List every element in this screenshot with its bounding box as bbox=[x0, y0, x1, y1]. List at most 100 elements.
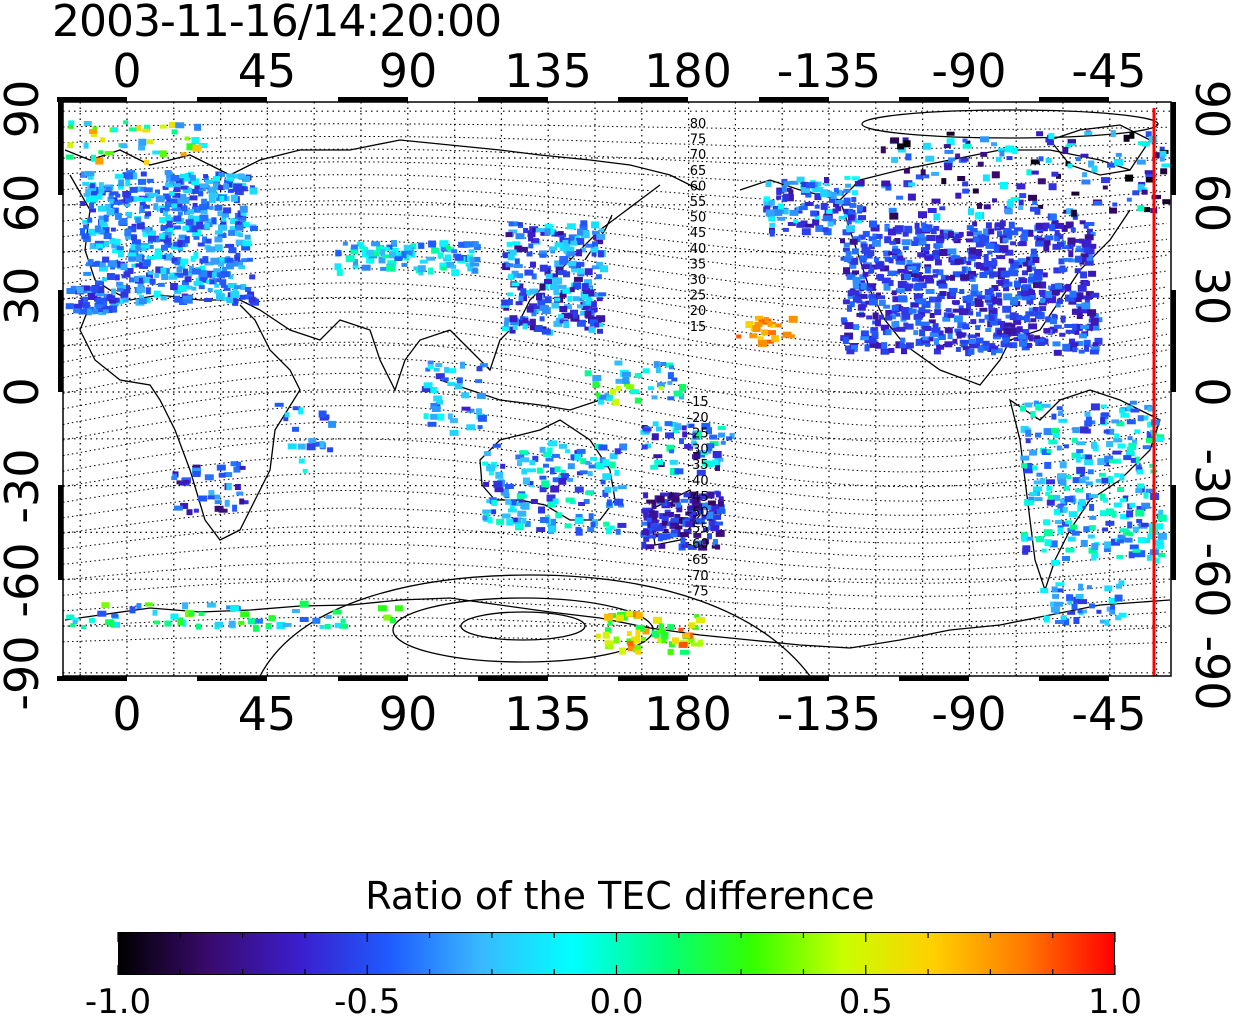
tec-cell bbox=[342, 241, 348, 246]
tec-cell bbox=[859, 255, 868, 261]
tec-cell bbox=[192, 230, 202, 237]
tec-cell bbox=[182, 602, 189, 610]
tec-cell bbox=[166, 175, 172, 182]
world-tec-map: 8075706560555045403530252015-15-20-25-30… bbox=[0, 44, 1239, 741]
tec-cell bbox=[1060, 498, 1066, 504]
tec-cell bbox=[516, 493, 525, 500]
tec-cell bbox=[235, 239, 245, 246]
tec-cell bbox=[1028, 277, 1035, 282]
tec-cell bbox=[906, 259, 913, 266]
tec-cell bbox=[99, 219, 107, 226]
tec-cell bbox=[109, 238, 116, 244]
tec-cell bbox=[801, 181, 809, 188]
tec-cell bbox=[230, 291, 240, 299]
tec-cell bbox=[159, 150, 167, 158]
tec-cell bbox=[138, 178, 146, 185]
tec-cell bbox=[588, 326, 596, 333]
tec-cell bbox=[715, 504, 725, 510]
tec-cell bbox=[1110, 130, 1116, 138]
tec-cell bbox=[1022, 329, 1030, 333]
tec-cell bbox=[1028, 229, 1034, 237]
tec-cell bbox=[302, 468, 308, 473]
coastline bbox=[479, 419, 616, 521]
tec-cell bbox=[1072, 477, 1081, 484]
tec-cell bbox=[120, 263, 128, 271]
tec-cell bbox=[891, 290, 897, 296]
tec-cell bbox=[1003, 293, 1013, 301]
tec-cell bbox=[1070, 227, 1076, 233]
tec-cell bbox=[170, 175, 180, 182]
tec-cell bbox=[185, 285, 193, 290]
tec-cell bbox=[91, 154, 96, 162]
tec-cell bbox=[682, 633, 691, 639]
tec-cell bbox=[875, 262, 885, 270]
tec-cell bbox=[193, 251, 199, 259]
tec-cell bbox=[987, 321, 993, 328]
tec-cell bbox=[969, 341, 975, 349]
tec-cell bbox=[875, 319, 881, 327]
tec-cell bbox=[883, 283, 891, 291]
tec-cell bbox=[864, 344, 870, 352]
tec-cell bbox=[544, 223, 553, 230]
frame-tick-marks bbox=[57, 97, 1176, 681]
tec-cell bbox=[1038, 156, 1044, 162]
tec-cell bbox=[171, 207, 181, 212]
tec-cell bbox=[85, 171, 95, 177]
tec-cell bbox=[991, 171, 1000, 179]
tec-cell bbox=[173, 185, 181, 192]
tec-cell bbox=[482, 509, 492, 514]
tec-cell bbox=[581, 306, 591, 310]
tec-cell bbox=[1118, 580, 1125, 586]
tec-cell bbox=[226, 297, 234, 304]
tec-cell bbox=[1066, 475, 1072, 479]
tec-cell bbox=[106, 295, 116, 301]
tec-cell bbox=[849, 202, 857, 208]
tec-cell bbox=[588, 289, 595, 297]
tec-cell bbox=[112, 249, 121, 254]
tec-cell bbox=[1115, 615, 1122, 621]
tec-cell bbox=[494, 487, 504, 493]
tec-cell bbox=[1067, 527, 1076, 532]
tec-cell bbox=[657, 630, 663, 635]
tec-cell bbox=[655, 367, 661, 374]
tec-cell bbox=[1068, 250, 1074, 258]
tec-cell bbox=[701, 422, 711, 430]
tec-cell bbox=[678, 641, 688, 648]
tec-cell bbox=[969, 247, 976, 255]
tec-cell bbox=[596, 233, 606, 240]
coastline bbox=[649, 489, 701, 546]
tec-cell bbox=[569, 287, 575, 293]
tec-cell bbox=[1071, 191, 1080, 196]
tec-cell bbox=[661, 516, 669, 521]
tec-cell bbox=[248, 296, 256, 303]
tec-cell bbox=[1120, 514, 1130, 520]
tec-cell bbox=[1125, 451, 1135, 457]
tec-cell bbox=[99, 261, 106, 268]
tec-cell bbox=[192, 206, 201, 213]
tec-cell bbox=[983, 228, 991, 236]
tec-cell bbox=[557, 284, 567, 289]
coastline bbox=[79, 304, 301, 541]
tec-cell bbox=[563, 246, 570, 254]
tec-cell bbox=[928, 336, 934, 342]
mlat-label: -60 bbox=[687, 537, 708, 552]
tec-cell bbox=[878, 300, 886, 306]
tec-cell bbox=[1005, 249, 1014, 256]
tec-cell bbox=[1028, 500, 1034, 506]
top-longitude-label: 135 bbox=[504, 44, 592, 98]
tec-cell bbox=[1079, 257, 1087, 262]
tec-cell bbox=[1025, 438, 1031, 444]
tec-cell bbox=[635, 629, 641, 637]
tec-cell bbox=[111, 127, 118, 133]
tec-cell bbox=[614, 360, 623, 366]
tec-cell bbox=[1063, 485, 1070, 491]
tec-cell bbox=[1159, 156, 1165, 162]
tec-cell bbox=[986, 300, 996, 306]
tec-cell bbox=[914, 222, 920, 229]
tec-cell bbox=[1119, 498, 1127, 503]
tec-cell bbox=[207, 495, 215, 500]
tec-cell bbox=[95, 298, 104, 305]
tec-cell bbox=[106, 273, 115, 280]
tec-cell bbox=[445, 261, 455, 268]
tec-cell bbox=[968, 339, 976, 344]
